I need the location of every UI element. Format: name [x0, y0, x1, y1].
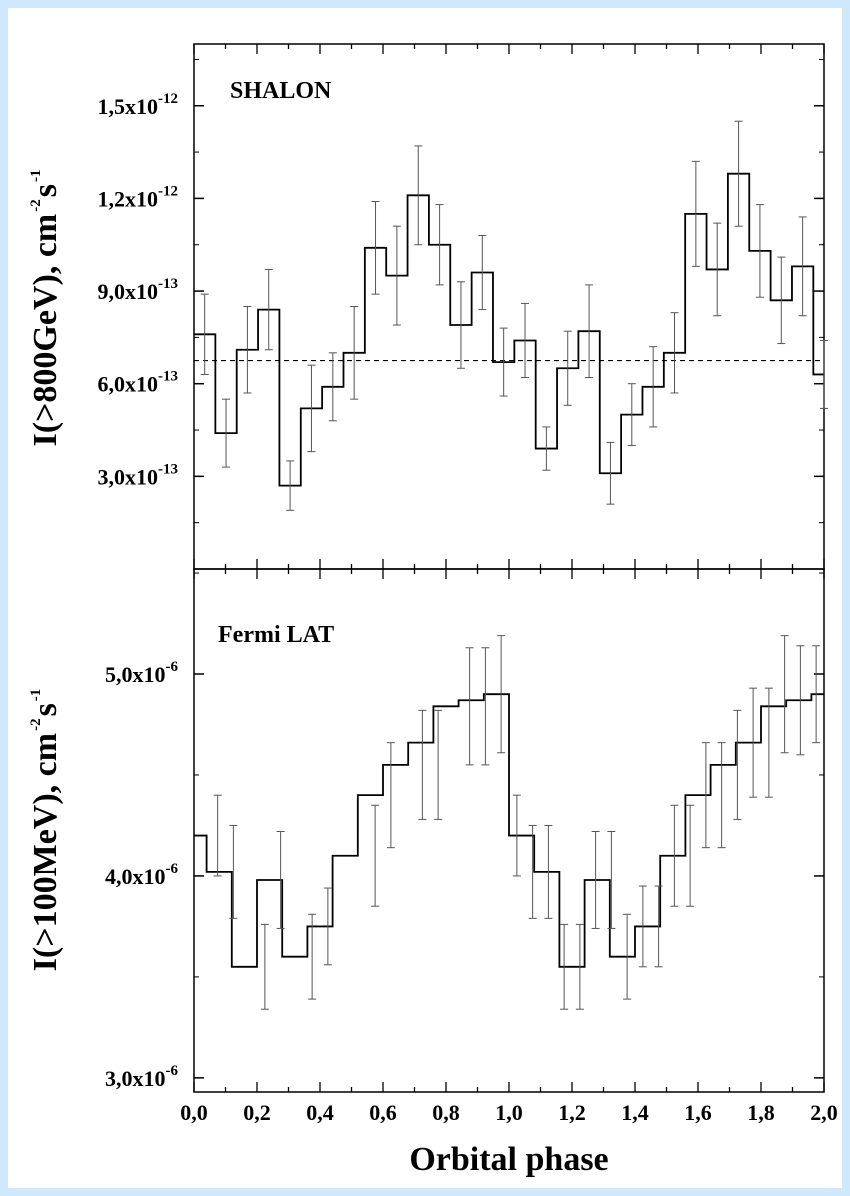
shalon-y-tick-label-4: 1,5x10-12: [98, 91, 179, 119]
x-tick-label-10: 2,0: [810, 1100, 838, 1125]
x-tick-label-5: 1,0: [495, 1100, 523, 1125]
x-tick-label-9: 1,8: [747, 1100, 775, 1125]
fermi-ylabel-sup2: -1: [28, 689, 44, 702]
shalon-y-tick-label-1: 6,0x10-13: [98, 369, 179, 397]
x-tick-label-8: 1,6: [684, 1100, 712, 1125]
shalon-plot-frame: [193, 43, 825, 570]
x-tick-labels: 0,0 0,2 0,4 0,6 0,8 1,0 1,2 1,4 1,6 1,8 2,0: [180, 1100, 838, 1125]
fermi-y-tick-label-2: 5,0x10-6: [105, 659, 178, 687]
shalon-ylabel-sup1: -2: [28, 199, 44, 212]
shalon-y-axis-title: I(>800GeV), cm -2 s-1: [27, 170, 64, 447]
fermi-ylabel-sup1: -2: [28, 718, 44, 731]
x-tick-label-0: 0,0: [180, 1100, 208, 1125]
fermi-y-tick-label-0: 3,0x10-6: [105, 1063, 178, 1091]
fermi-x-ticks: [193, 569, 825, 1092]
shalon-ylabel-s: s: [27, 184, 64, 197]
shalon-y-tick-label-3: 1,2x10-12: [98, 183, 179, 211]
shalon-panel-label: SHALON: [230, 78, 332, 104]
shalon-error-bars: [200, 120, 828, 511]
shalon-ylabel-main: I(>800GeV), cm: [27, 214, 64, 447]
shalon-panel: SHALON 3,0x10-13 6,0x10-13 9,0x10-13 1,2x10…: [27, 43, 828, 570]
shalon-y-tick-label-2: 9,0x10-13: [98, 276, 179, 304]
x-tick-label-4: 0,8: [432, 1100, 460, 1125]
shalon-y-tick-label-0: 3,0x10-13: [98, 461, 179, 489]
fermi-y-tick-label-1: 4,0x10-6: [105, 861, 178, 889]
fermi-panel-label: Fermi LAT: [218, 622, 334, 648]
shalon-y-ticks: 3,0x10-13 6,0x10-13 9,0x10-13 1,2x10-12 1,5x…: [98, 58, 824, 570]
fermi-ylabel-main: I(>100MeV), cm: [27, 733, 64, 971]
x-tick-label-1: 0,2: [243, 1100, 271, 1125]
fermi-ylabel-s: s: [27, 703, 64, 716]
shalon-ylabel-sup2: -1: [28, 170, 44, 183]
fermi-y-ticks: 3,0x10-6 4,0x10-6 5,0x10-6: [105, 572, 824, 1091]
x-tick-label-7: 1,4: [621, 1100, 649, 1125]
fermi-panel: Fermi LAT 3,0x10-6 4,0x10-6 5,0x10-6 I(>10…: [27, 568, 825, 1093]
fermi-error-bars: [213, 635, 821, 1010]
figure-frame: SHALON 3,0x10-13 6,0x10-13 9,0x10-13 1,2x10…: [8, 8, 842, 1188]
x-tick-label-2: 0,4: [306, 1100, 334, 1125]
chart: SHALON 3,0x10-13 6,0x10-13 9,0x10-13 1,2x10…: [27, 43, 838, 1178]
x-axis-title: Orbital phase: [409, 1141, 608, 1178]
x-tick-label-6: 1,2: [558, 1100, 586, 1125]
fermi-series-line: [194, 693, 824, 968]
fermi-y-axis-title: I(>100MeV), cm -2 s-1: [27, 689, 64, 972]
shalon-series-line: [194, 172, 824, 487]
shalon-x-ticks: [193, 44, 825, 569]
x-tick-label-3: 0,6: [369, 1100, 397, 1125]
